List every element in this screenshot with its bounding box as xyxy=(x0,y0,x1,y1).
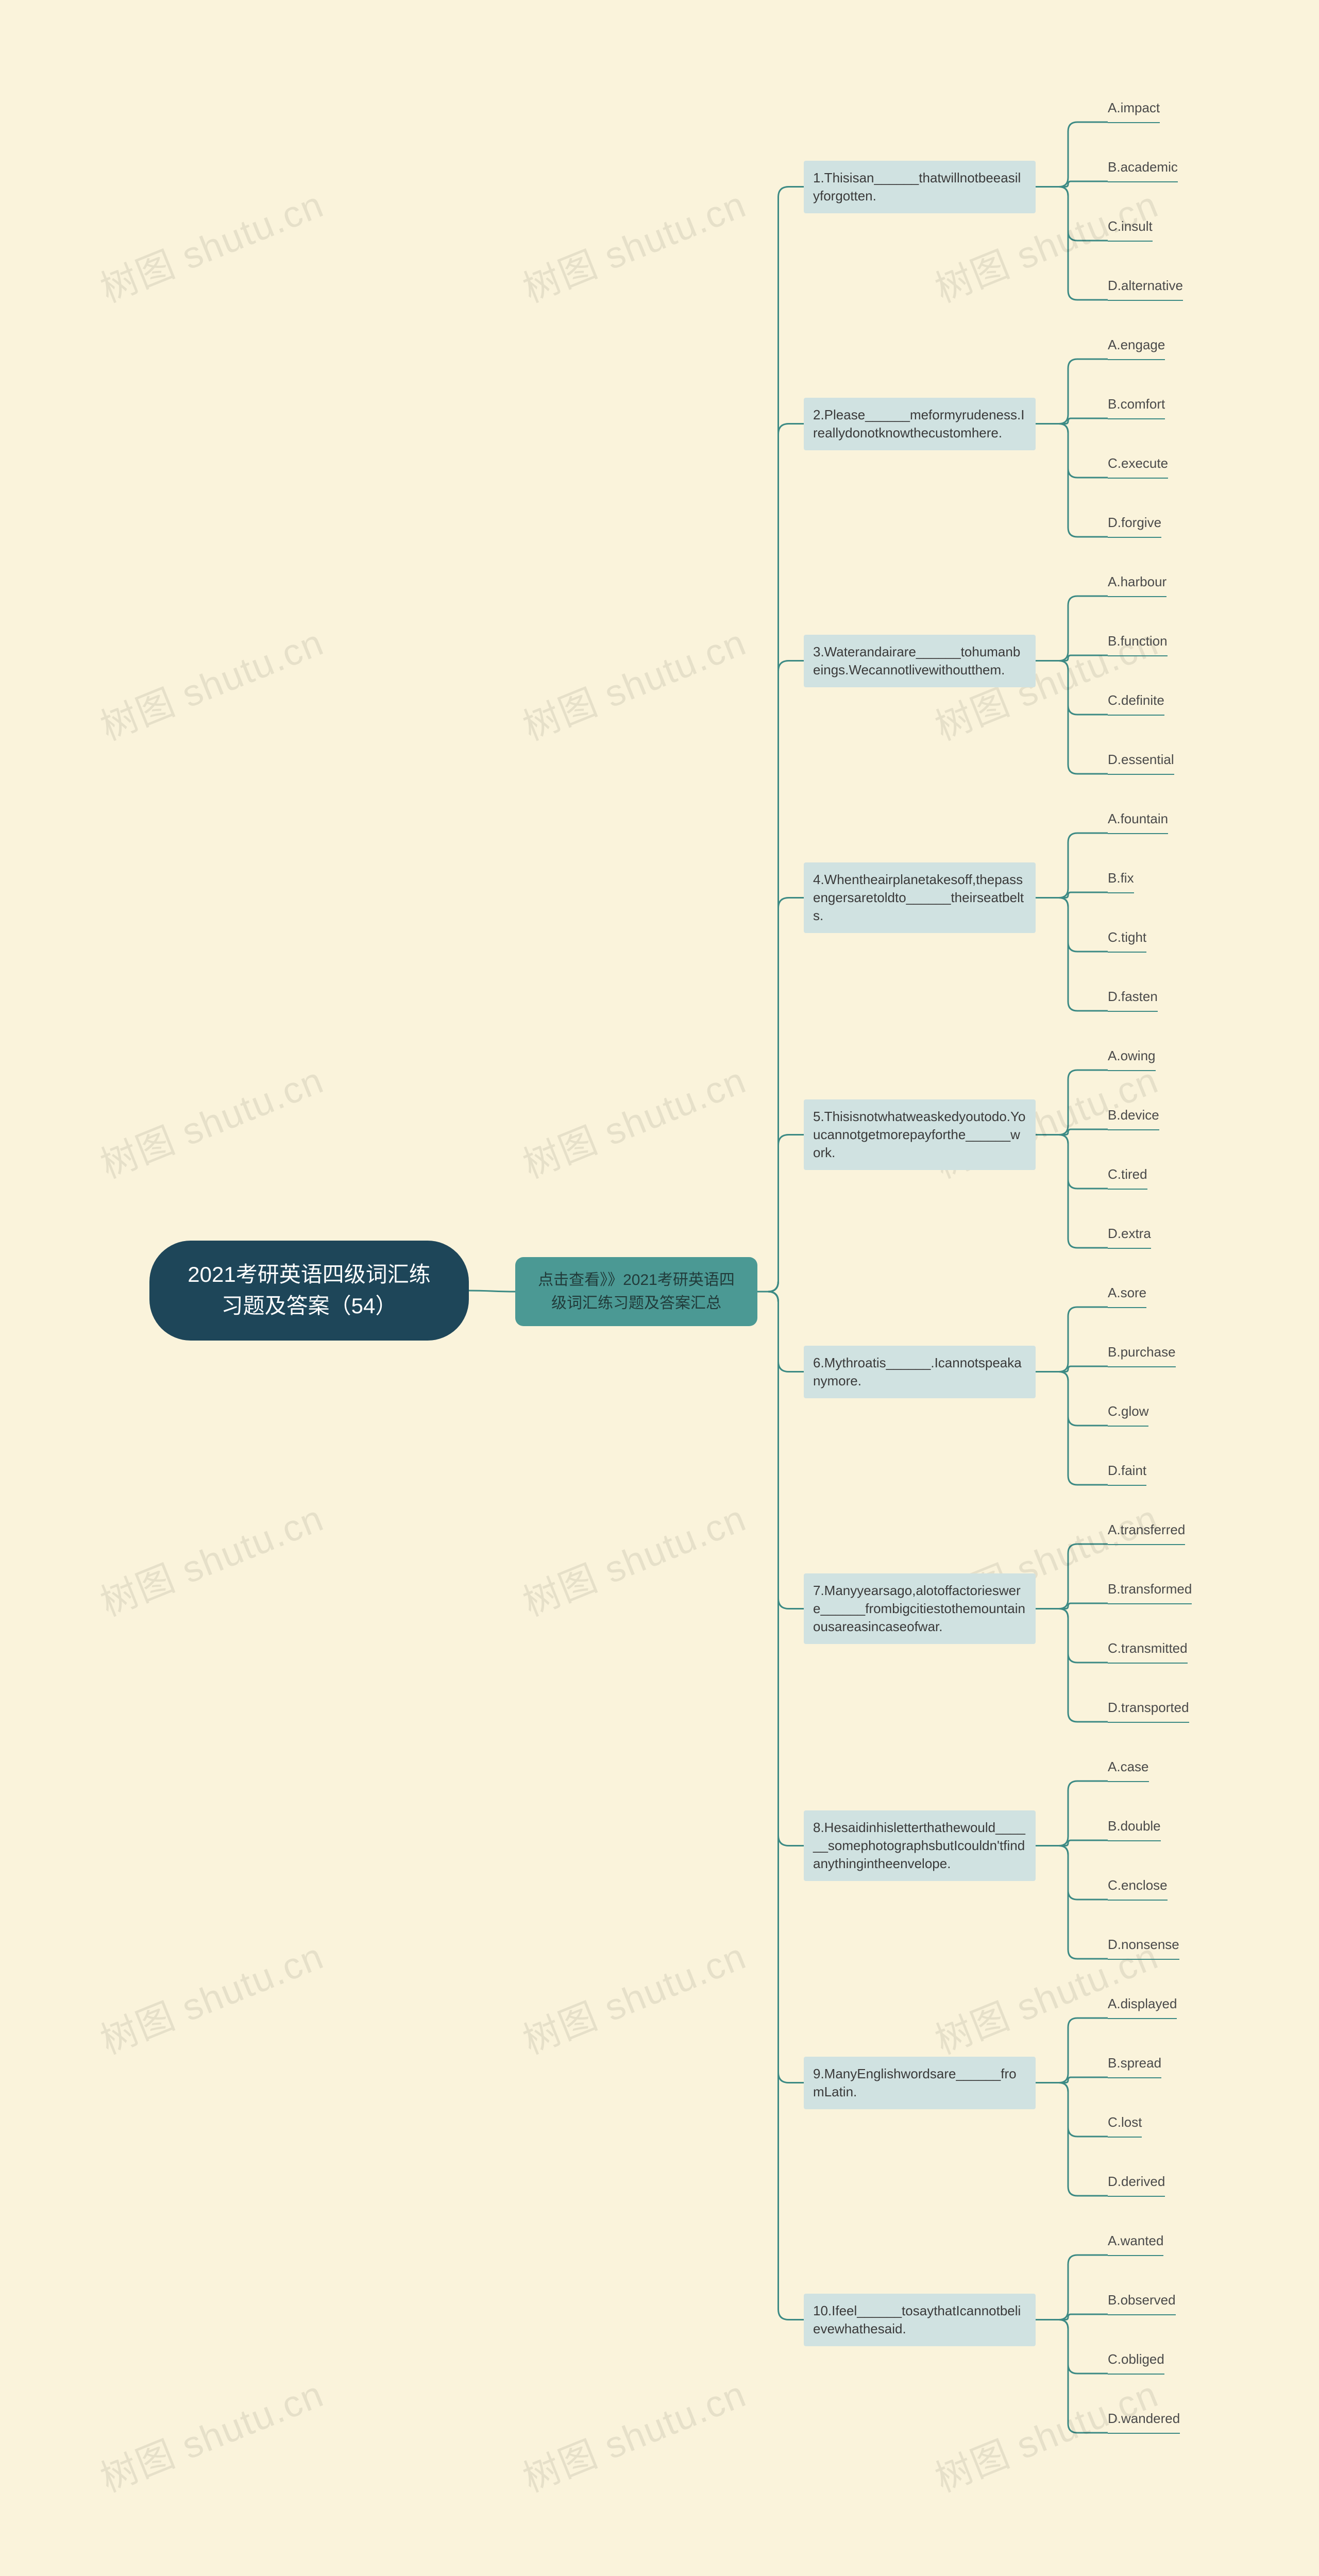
question-node: 4.Whentheairplanetakesoff,thepassengersa… xyxy=(804,862,1036,933)
answer-node: A.fountain xyxy=(1108,809,1168,834)
answer-node: D.faint xyxy=(1108,1461,1146,1486)
answer-node: D.forgive xyxy=(1108,513,1161,538)
watermark: 树图 shutu.cn xyxy=(514,1488,753,1626)
watermark: 树图 shutu.cn xyxy=(91,174,330,313)
question-node: 6.Mythroatis______.Icannotspeakanymore. xyxy=(804,1346,1036,1398)
watermark: 树图 shutu.cn xyxy=(91,1488,330,1626)
answer-node: A.case xyxy=(1108,1757,1149,1782)
question-node: 5.Thisisnotwhatweaskedyoutodo.Youcannotg… xyxy=(804,1099,1036,1170)
question-node: 3.Waterandairare______tohumanbeings.Weca… xyxy=(804,635,1036,687)
answer-node: A.engage xyxy=(1108,335,1165,360)
answer-node: C.execute xyxy=(1108,453,1168,479)
watermark: 树图 shutu.cn xyxy=(91,2364,330,2502)
answer-node: A.sore xyxy=(1108,1283,1146,1308)
answer-node: B.fix xyxy=(1108,868,1134,893)
answer-node: C.lost xyxy=(1108,2112,1142,2138)
watermark: 树图 shutu.cn xyxy=(514,1926,753,2064)
answer-node: B.purchase xyxy=(1108,1342,1176,1367)
answer-node: C.transmitted xyxy=(1108,1638,1188,1664)
level1-node[interactable]: 点击查看》》2021考研英语四级词汇练习题及答案汇总 xyxy=(515,1257,757,1326)
answer-node: D.essential xyxy=(1108,750,1174,775)
answer-node: B.academic xyxy=(1108,157,1178,182)
question-node: 2.Please______meformyrudeness.Ireallydon… xyxy=(804,398,1036,450)
watermark: 树图 shutu.cn xyxy=(514,1050,753,1189)
root-line2: 习题及答案（54） xyxy=(222,1294,397,1318)
answer-node: A.wanted xyxy=(1108,2231,1163,2256)
answer-node: D.fasten xyxy=(1108,987,1158,1012)
answer-node: D.extra xyxy=(1108,1224,1151,1249)
question-node: 1.Thisisan______thatwillnotbeeasilyforgo… xyxy=(804,161,1036,213)
answer-node: A.displayed xyxy=(1108,1994,1177,2019)
answer-node: C.tired xyxy=(1108,1164,1147,1190)
answer-node: B.double xyxy=(1108,1816,1161,1841)
watermark: 树图 shutu.cn xyxy=(514,612,753,751)
answer-node: C.tight xyxy=(1108,927,1146,953)
answer-node: B.observed xyxy=(1108,2290,1176,2315)
answer-node: C.obliged xyxy=(1108,2349,1164,2375)
level1-text: 点击查看》》2021考研英语四级词汇练习题及答案汇总 xyxy=(538,1272,735,1312)
question-node: 10.Ifeel______tosaythatIcannotbelievewha… xyxy=(804,2294,1036,2346)
answer-node: A.owing xyxy=(1108,1046,1156,1071)
watermark: 树图 shutu.cn xyxy=(91,1926,330,2064)
answer-node: C.enclose xyxy=(1108,1875,1168,1901)
answer-node: A.impact xyxy=(1108,98,1160,123)
question-node: 9.ManyEnglishwordsare______fromLatin. xyxy=(804,2057,1036,2109)
answer-node: B.spread xyxy=(1108,2053,1161,2078)
answer-node: A.harbour xyxy=(1108,572,1166,597)
watermark: 树图 shutu.cn xyxy=(514,2364,753,2502)
answer-node: D.transported xyxy=(1108,1698,1189,1723)
answer-node: B.transformed xyxy=(1108,1579,1192,1604)
watermark: 树图 shutu.cn xyxy=(91,1050,330,1189)
watermark: 树图 shutu.cn xyxy=(514,174,753,313)
root-line1: 2021考研英语四级词汇练 xyxy=(188,1262,430,1286)
answer-node: D.alternative xyxy=(1108,276,1183,301)
answer-node: D.wandered xyxy=(1108,2409,1180,2434)
answer-node: C.definite xyxy=(1108,690,1164,716)
answer-node: B.device xyxy=(1108,1105,1159,1130)
answer-node: C.glow xyxy=(1108,1401,1148,1427)
answer-node: D.nonsense xyxy=(1108,1935,1179,1960)
answer-node: A.transferred xyxy=(1108,1520,1185,1545)
answer-node: C.insult xyxy=(1108,216,1153,242)
answer-node: B.comfort xyxy=(1108,394,1165,419)
watermark: 树图 shutu.cn xyxy=(91,612,330,751)
root-node: 2021考研英语四级词汇练 习题及答案（54） xyxy=(149,1241,469,1341)
question-node: 7.Manyyearsago,alotoffactorieswere______… xyxy=(804,1573,1036,1644)
answer-node: B.function xyxy=(1108,631,1168,656)
answer-node: D.derived xyxy=(1108,2172,1165,2197)
question-node: 8.Hesaidinhisletterthathewould______some… xyxy=(804,1810,1036,1881)
